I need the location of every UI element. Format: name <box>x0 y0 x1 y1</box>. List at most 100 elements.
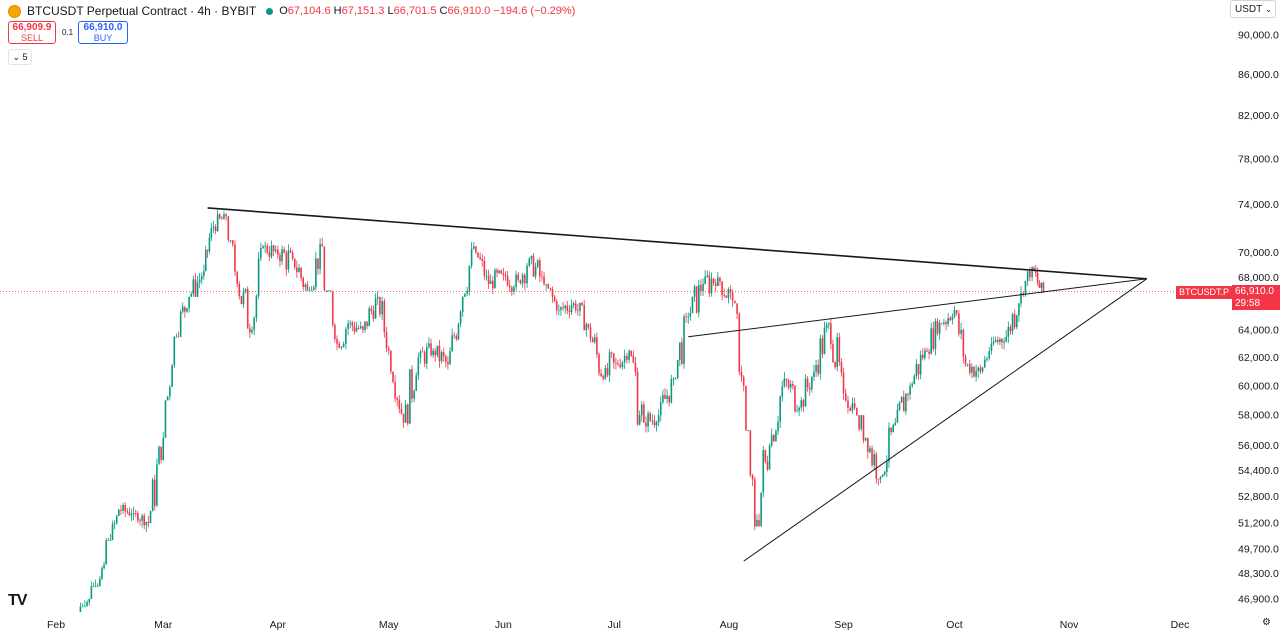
candle-body <box>281 249 283 262</box>
high-value: 67,151.3 <box>341 5 385 17</box>
candle-body <box>632 355 635 363</box>
candle-body <box>466 290 468 294</box>
candle-body <box>349 322 352 324</box>
candle-body <box>498 270 500 273</box>
candle-body <box>619 364 622 368</box>
candle-body <box>321 244 324 247</box>
candle-body <box>670 379 673 403</box>
candle-body <box>153 479 156 506</box>
candle-body <box>331 291 334 325</box>
candle-body <box>796 410 798 412</box>
sell-button[interactable]: 66,909.9 SELL <box>8 21 56 44</box>
currency-label: USDT <box>1235 4 1263 15</box>
candle-body <box>96 586 99 587</box>
candle-body <box>194 279 197 297</box>
candle-body <box>532 255 535 277</box>
candle-body <box>355 327 358 332</box>
candle-body <box>181 306 184 312</box>
price-tick-label: 82,000.0 <box>1238 110 1279 122</box>
candle-body <box>274 249 277 252</box>
candle-body <box>534 267 537 277</box>
candle-body <box>902 396 905 412</box>
candle-body <box>727 289 730 298</box>
candle-body <box>892 425 894 433</box>
candle-body <box>825 324 828 328</box>
candle-body <box>1026 271 1029 281</box>
candle-body <box>936 321 939 334</box>
indicators-toggle[interactable]: ⌄ 5 <box>8 49 32 65</box>
candle-body <box>464 293 466 297</box>
candle-body <box>470 248 473 266</box>
candle-body <box>710 278 713 294</box>
candle-body <box>666 395 668 399</box>
candle-body <box>86 602 88 607</box>
price-tick-label: 64,000.0 <box>1238 325 1279 337</box>
candle-body <box>736 303 738 314</box>
candle-body <box>411 369 413 399</box>
candle-body <box>751 475 754 480</box>
candle-body <box>438 345 441 362</box>
candle-body <box>685 316 687 318</box>
candle-body <box>634 362 637 372</box>
candle-body <box>524 274 526 284</box>
candle-body <box>1035 270 1037 273</box>
candle-body <box>291 252 294 259</box>
candle-body <box>319 244 321 269</box>
candle-body <box>587 324 590 328</box>
candle-body <box>894 422 897 426</box>
candle-body <box>329 290 332 292</box>
candle-body <box>960 329 962 334</box>
candle-body <box>973 366 975 377</box>
candle-body <box>251 330 253 333</box>
candle-body <box>672 378 675 380</box>
candle-body <box>338 343 341 348</box>
candle-body <box>934 321 937 349</box>
candle-body <box>596 337 598 355</box>
candle-body <box>145 521 148 526</box>
candle-body <box>717 277 719 286</box>
candle-body <box>340 346 343 348</box>
candle-body <box>151 479 154 512</box>
candle-body <box>298 267 300 273</box>
time-axis[interactable]: Feb Mar Apr May Jun Jul Aug Sep Oct Nov Dec <box>47 619 1189 630</box>
time-tick-label: Oct <box>946 619 962 630</box>
candle-body <box>214 226 217 232</box>
candle-body <box>308 290 311 292</box>
price-tick-label: 48,300.0 <box>1238 568 1279 580</box>
candle-body <box>930 328 933 354</box>
sell-label: SELL <box>20 33 44 43</box>
gear-icon[interactable]: ⚙ <box>1262 617 1271 628</box>
currency-select[interactable]: USDT ⌄ <box>1230 0 1276 18</box>
candle-body <box>249 328 251 333</box>
candle-body <box>847 400 849 408</box>
price-tick-label: 46,900.0 <box>1238 594 1279 606</box>
candle-body <box>928 351 930 354</box>
trendlines <box>207 207 1148 562</box>
candle-body <box>364 321 366 331</box>
candle-body <box>729 289 732 293</box>
candle-body <box>740 371 743 377</box>
candle-body <box>1001 339 1003 343</box>
candle-body <box>738 313 741 372</box>
candle-body <box>708 275 711 294</box>
candle-body <box>823 327 826 354</box>
candle-body <box>917 364 920 375</box>
candle-body <box>1003 341 1005 343</box>
candle-body <box>528 258 531 266</box>
buy-button[interactable]: 66,910.0 BUY <box>78 21 128 44</box>
candle-body <box>543 276 545 284</box>
candle-body <box>593 337 596 343</box>
candle-body <box>376 296 379 299</box>
close-value: 66,910.0 <box>447 5 491 17</box>
tradingview-logo[interactable]: TV <box>8 592 27 609</box>
candle-body <box>1013 313 1016 328</box>
candle-body <box>608 352 611 376</box>
symbol-title[interactable]: BTCUSDT Perpetual Contract · 4h · BYBIT <box>27 4 257 18</box>
candle-body <box>385 332 388 349</box>
candle-body <box>457 323 460 340</box>
price-axis[interactable]: 90,000.0 86,000.0 82,000.0 78,000.0 74,000.0… <box>1228 0 1280 630</box>
candle-body <box>621 362 624 368</box>
candle-body <box>953 309 956 317</box>
candle-body <box>506 276 509 286</box>
